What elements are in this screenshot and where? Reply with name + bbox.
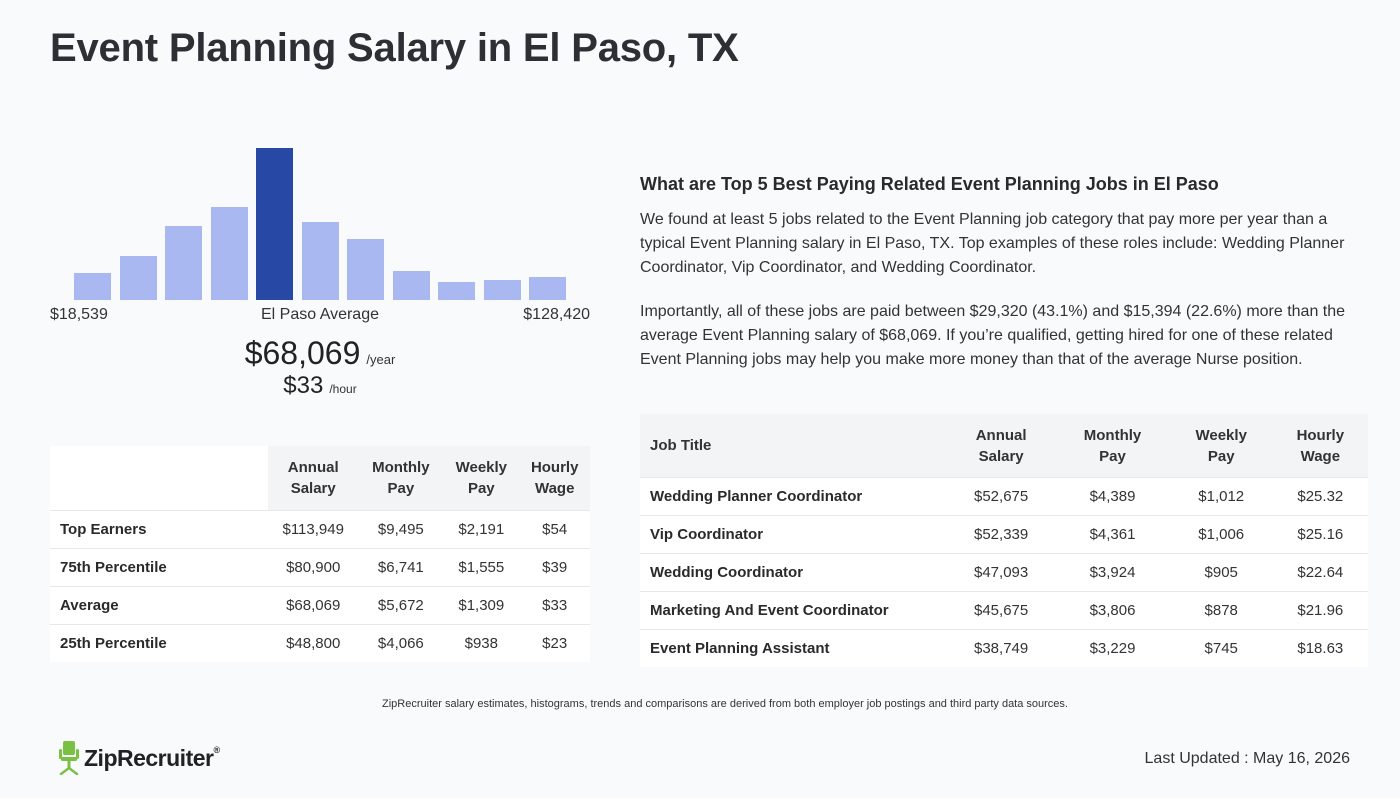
jobs-header-monthly: Monthly Pay — [1055, 414, 1170, 478]
hourly-cell: $33 — [519, 586, 590, 625]
annual-salary-value: $68,069 — [244, 335, 361, 371]
hourly-cell: $18.63 — [1272, 629, 1368, 667]
hourly-cell: $25.16 — [1272, 515, 1368, 554]
table-row: Top Earners $113,949 $9,495 $2,191 $54 — [50, 510, 590, 549]
annual-cell: $80,900 — [268, 548, 359, 587]
hourly-cell: $23 — [519, 624, 590, 662]
job-title-cell: Marketing And Event Coordinator — [640, 591, 947, 630]
jobs-header-title: Job Title — [640, 414, 947, 478]
percentile-table-header: Annual Salary Monthly Pay Weekly Pay Hourly… — [50, 446, 590, 511]
annual-cell: $47,093 — [947, 553, 1056, 592]
histogram-bar — [438, 282, 475, 300]
data-source-footnote: ZipRecruiter salary estimates, histogram… — [382, 698, 1068, 710]
row-label: 75th Percentile — [50, 548, 268, 587]
jobs-table-header: Job Title Annual Salary Monthly Pay Weekly… — [640, 414, 1368, 478]
weekly-cell: $1,006 — [1169, 515, 1273, 554]
histogram-bar — [529, 277, 566, 300]
percentile-header-monthly: Monthly Pay — [358, 446, 444, 511]
histogram-bar — [483, 280, 521, 300]
histogram-mid-label: El Paso Average — [260, 306, 379, 323]
weekly-cell: $938 — [443, 624, 520, 662]
annual-cell: $45,675 — [947, 591, 1056, 630]
annual-salary: $68,069/year — [50, 335, 590, 372]
percentile-table: Annual Salary Monthly Pay Weekly Pay Hourly… — [50, 446, 590, 662]
percentile-header-hourly: Hourly Wage — [519, 446, 590, 511]
annual-cell: $52,675 — [947, 477, 1056, 516]
hourly-cell: $22.64 — [1272, 553, 1368, 592]
histogram-bar — [392, 271, 430, 300]
monthly-cell: $3,924 — [1055, 553, 1170, 592]
annual-cell: $38,749 — [947, 629, 1056, 667]
weekly-cell: $2,191 — [443, 510, 520, 549]
percentile-header-annual: Annual Salary — [268, 446, 359, 511]
monthly-cell: $3,806 — [1055, 591, 1170, 630]
weekly-cell: $1,555 — [443, 548, 520, 587]
row-label: 25th Percentile — [50, 624, 268, 662]
table-row: Vip Coordinator $52,339 $4,361 $1,006 $2… — [640, 515, 1368, 554]
logo-text: ZipRecruiter® — [84, 744, 220, 771]
histogram-labels: $18,539 El Paso Average $128,420 — [50, 306, 590, 328]
ziprecruiter-logo[interactable]: ZipRecruiter® — [58, 740, 220, 776]
histogram-bar — [165, 226, 202, 300]
weekly-cell: $905 — [1169, 553, 1273, 592]
table-row: 25th Percentile $48,800 $4,066 $938 $23 — [50, 624, 590, 662]
histogram-max-label: $128,420 — [523, 306, 590, 323]
table-row: Average $68,069 $5,672 $1,309 $33 — [50, 586, 590, 625]
histogram-min-label: $18,539 — [50, 306, 108, 323]
row-label: Average — [50, 586, 268, 625]
monthly-cell: $9,495 — [358, 510, 444, 549]
related-jobs-table: Job Title Annual Salary Monthly Pay Weekly… — [640, 414, 1368, 667]
annual-cell: $52,339 — [947, 515, 1056, 554]
weekly-cell: $1,309 — [443, 586, 520, 625]
histogram-bar — [256, 148, 293, 300]
job-title-cell: Vip Coordinator — [640, 515, 947, 554]
hourly-salary-unit: /hour — [329, 382, 357, 396]
table-row: Marketing And Event Coordinator $45,675 … — [640, 591, 1368, 630]
row-label: Top Earners — [50, 510, 268, 549]
table-row: 75th Percentile $80,900 $6,741 $1,555 $3… — [50, 548, 590, 587]
monthly-cell: $4,389 — [1055, 477, 1170, 516]
hourly-cell: $39 — [519, 548, 590, 587]
monthly-cell: $3,229 — [1055, 629, 1170, 667]
histogram-bar — [301, 222, 339, 300]
annual-cell: $68,069 — [268, 586, 359, 625]
annual-salary-unit: /year — [366, 352, 396, 367]
job-title-cell: Wedding Planner Coordinator — [640, 477, 947, 516]
job-title-cell: Event Planning Assistant — [640, 629, 947, 667]
related-jobs-paragraph-2: Importantly, all of these jobs are paid … — [640, 303, 1346, 368]
jobs-header-weekly: Weekly Pay — [1169, 414, 1273, 478]
related-jobs-heading: What are Top 5 Best Paying Related Event… — [640, 174, 1219, 194]
hourly-cell: $21.96 — [1272, 591, 1368, 630]
hourly-cell: $54 — [519, 510, 590, 549]
salary-histogram — [50, 130, 590, 300]
chair-icon — [58, 741, 80, 775]
percentile-header-weekly: Weekly Pay — [443, 446, 520, 511]
annual-cell: $48,800 — [268, 624, 359, 662]
hourly-salary-value: $33 — [283, 372, 324, 399]
monthly-cell: $6,741 — [358, 548, 444, 587]
table-row: Wedding Planner Coordinator $52,675 $4,3… — [640, 477, 1368, 516]
last-updated: Last Updated : May 16, 2026 — [1144, 750, 1350, 767]
annual-cell: $113,949 — [268, 510, 359, 549]
job-title-cell: Wedding Coordinator — [640, 553, 947, 592]
monthly-cell: $5,672 — [358, 586, 444, 625]
monthly-cell: $4,066 — [358, 624, 444, 662]
monthly-cell: $4,361 — [1055, 515, 1170, 554]
histogram-bar — [210, 207, 248, 300]
histogram-bar — [74, 273, 111, 300]
jobs-header-hourly: Hourly Wage — [1272, 414, 1368, 478]
weekly-cell: $878 — [1169, 591, 1273, 630]
percentile-header-blank — [50, 446, 268, 511]
hourly-salary: $33/hour — [50, 372, 590, 400]
histogram-bar — [119, 256, 157, 300]
weekly-cell: $1,012 — [1169, 477, 1273, 516]
related-jobs-paragraph-1: We found at least 5 jobs related to the … — [640, 211, 1345, 276]
page-title: Event Planning Salary in El Paso, TX — [50, 26, 739, 70]
table-row: Wedding Coordinator $47,093 $3,924 $905 … — [640, 553, 1368, 592]
table-row: Event Planning Assistant $38,749 $3,229 … — [640, 629, 1368, 667]
histogram-bar — [347, 239, 384, 300]
weekly-cell: $745 — [1169, 629, 1273, 667]
jobs-header-annual: Annual Salary — [947, 414, 1056, 478]
hourly-cell: $25.32 — [1272, 477, 1368, 516]
